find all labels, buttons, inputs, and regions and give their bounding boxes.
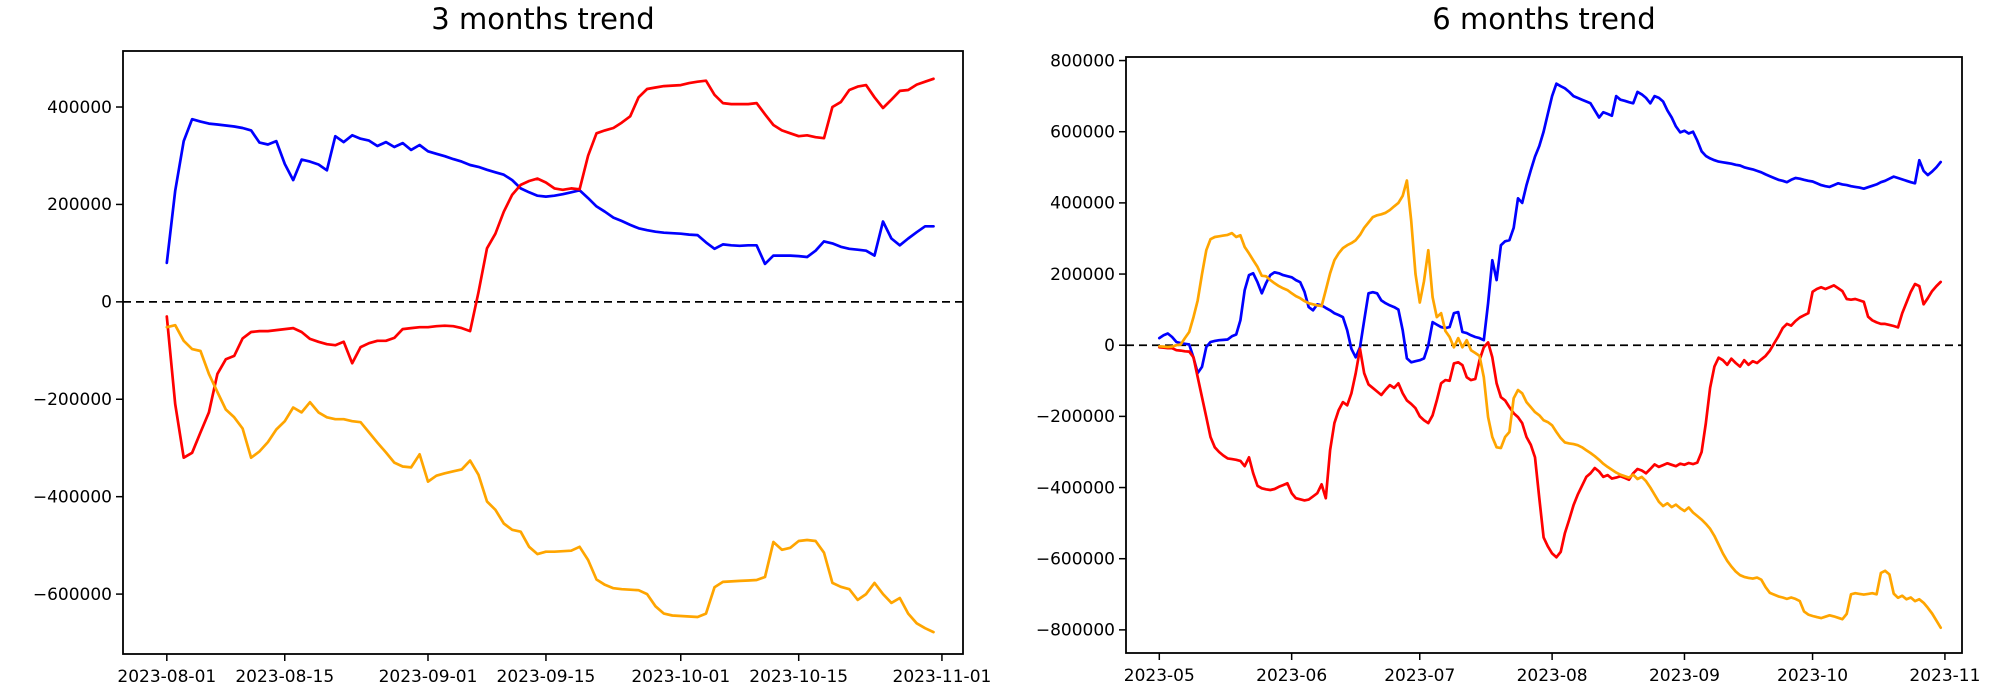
y-tick-label: 400000 [47,98,112,118]
x-tick-label: 2023-10 [1777,666,1848,686]
y-tick-label: 200000 [47,195,112,215]
x-tick-label: 2023-07 [1384,666,1455,686]
chart-title-3-months-trend: 3 months trend [431,2,655,36]
axes-frame [1125,56,1963,654]
y-tick-label: 600000 [1050,123,1115,143]
x-tick-label: 2023-08 [1517,666,1588,686]
y-tick-label: −800000 [1036,621,1115,641]
y-tick-label: 0 [1104,336,1115,356]
x-tick-label: 2023-08-01 [117,667,216,687]
y-tick-label: 0 [101,293,112,313]
y-tick-label: −600000 [1036,549,1115,569]
x-tick-label: 2023-09 [1649,666,1720,686]
series-line-orange [1157,179,1943,630]
series-line-blue [165,117,935,266]
x-tick-label: 2023-08-15 [235,667,334,687]
y-tick-label: −400000 [1036,478,1115,498]
x-tick-label: 2023-09-15 [497,667,596,687]
x-tick-label: 2023-10-01 [631,667,730,687]
y-tick-label: −200000 [33,390,112,410]
y-tick-label: 400000 [1050,194,1115,214]
x-tick-label: 2023-11 [1909,666,1980,686]
x-tick-label: 2023-10-15 [749,667,848,687]
y-tick-label: 200000 [1050,265,1115,285]
chart-title-6-months-trend: 6 months trend [1432,2,1656,36]
x-tick-label: 2023-11-01 [893,667,992,687]
y-tick-label: −400000 [33,487,112,507]
series-line-red [1157,280,1943,559]
y-tick-label: −600000 [33,585,112,605]
x-tick-label: 2023-05 [1124,666,1195,686]
series-line-blue [1157,82,1943,375]
y-tick-label: −200000 [1036,407,1115,427]
x-tick-label: 2023-06 [1256,666,1327,686]
axes-frame [122,50,964,655]
series-line-red [165,77,935,460]
y-tick-label: 800000 [1050,51,1115,71]
series-line-orange [165,323,935,634]
x-tick-label: 2023-09-01 [379,667,478,687]
